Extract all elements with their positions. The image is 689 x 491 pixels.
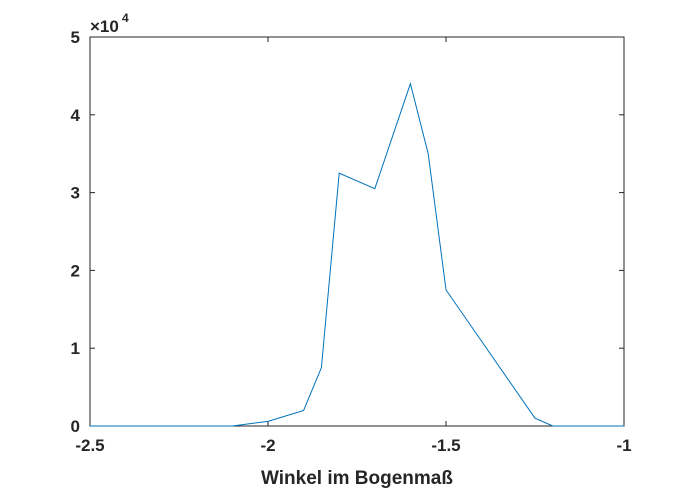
y-tick-label: 5 bbox=[71, 28, 80, 47]
x-axis-ticks: -2.5 -2 -1.5 -1 bbox=[75, 37, 632, 455]
y-tick-label: 0 bbox=[71, 417, 80, 436]
y-tick-label: 4 bbox=[71, 106, 81, 125]
y-exponent-base: ×10 bbox=[90, 17, 119, 36]
series-group bbox=[90, 81, 624, 427]
series-line-0 bbox=[90, 81, 624, 427]
y-tick-label: 1 bbox=[71, 339, 80, 358]
x-tick-label: -2.5 bbox=[75, 436, 104, 455]
x-axis-label: Winkel im Bogenmaß bbox=[261, 468, 453, 489]
y-tick-label: 2 bbox=[71, 261, 80, 280]
x-tick-label: -1.5 bbox=[431, 436, 460, 455]
x-tick-label: -1 bbox=[616, 436, 631, 455]
y-axis-ticks: 0 1 2 3 4 5 bbox=[71, 28, 624, 436]
axes-box bbox=[89, 36, 625, 427]
x-tick-label: -2 bbox=[260, 436, 275, 455]
y-exponent-power: 4 bbox=[122, 11, 129, 25]
y-tick-label: 3 bbox=[71, 184, 80, 203]
